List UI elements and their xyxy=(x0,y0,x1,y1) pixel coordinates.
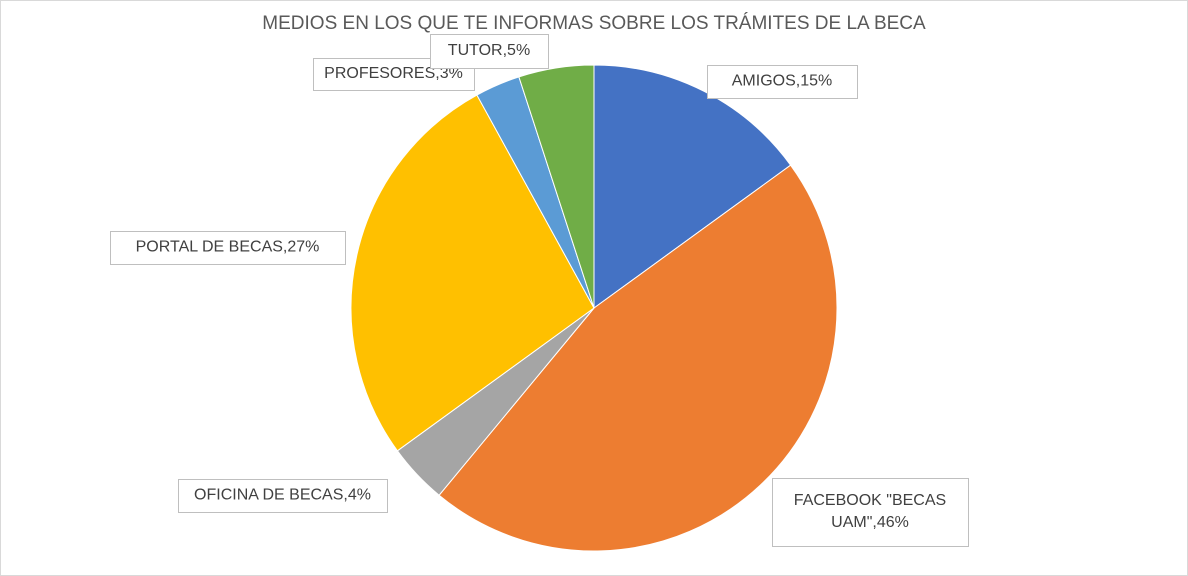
chart-title: MEDIOS EN LOS QUE TE INFORMAS SOBRE LOS … xyxy=(262,13,926,34)
data-label: PROFESORES,3% xyxy=(324,65,463,82)
data-label-box xyxy=(178,479,388,513)
pie-slice xyxy=(593,64,792,309)
pie-slice xyxy=(438,164,838,552)
pie-slice xyxy=(518,64,595,309)
data-label: OFICINA DE BECAS,4% xyxy=(194,487,371,504)
data-label: FACEBOOK "BECAS UAM",46% xyxy=(794,492,946,531)
data-label: PORTAL DE BECAS,27% xyxy=(136,239,320,256)
pie-slice xyxy=(350,94,595,452)
data-label-box xyxy=(707,65,858,99)
data-label-box xyxy=(772,478,969,547)
data-label-box xyxy=(110,231,346,265)
data-label-box xyxy=(430,34,549,69)
data-label: TUTOR,5% xyxy=(448,42,530,59)
data-label: AMIGOS,15% xyxy=(732,73,832,90)
